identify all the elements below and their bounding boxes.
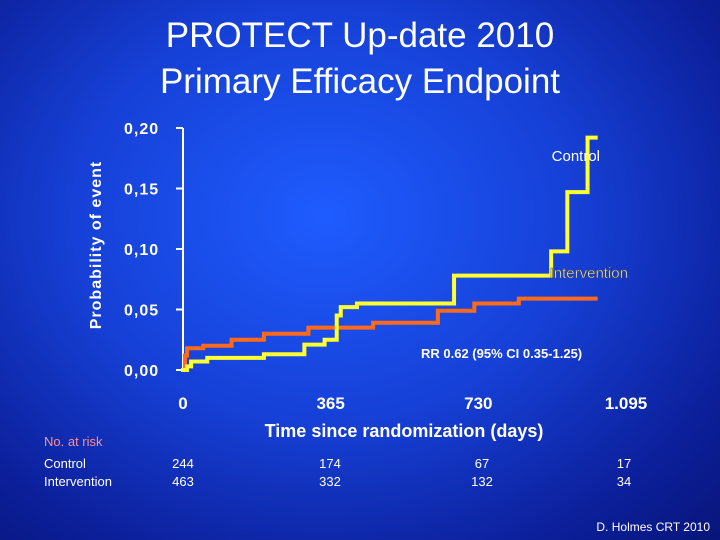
chart-labels: Control Intervention RR 0.62 (95% CI 0.35-… [421,148,628,361]
y-tick-label: 0,10 [124,242,159,259]
risk-cell-intervention-3: 34 [616,474,632,489]
risk-cell-control-1: 174 [319,456,341,471]
rr-annotation: RR 0.62 (95% CI 0.35-1.25) [421,346,582,361]
risk-cell-intervention-1: 332 [319,474,341,489]
slide-title-line1: PROTECT Up-date 2010 [165,16,555,55]
risk-cell-intervention-0: 463 [172,474,194,489]
y-tick-label: 0,15 [124,182,159,199]
series-label-control: Control [552,148,600,165]
risk-cell-control-0: 244 [172,456,194,471]
x-tick-label: 730 [464,394,492,413]
series-line-control [181,135,598,372]
x-tick-label: 365 [316,394,344,413]
risk-cell-intervention-2: 132 [471,474,493,489]
series-label-intervention: Intervention [550,265,628,282]
y-axis-title: Probability of event [88,161,105,329]
risk-table-header: No. at risk [44,434,103,449]
y-tick-label: 0,20 [124,121,159,138]
y-tick-label: 0,05 [124,303,159,320]
chart-series [181,135,598,372]
chart-axes: 0,00 0,05 0,10 0,15 0,20 Probability of event… [88,121,647,441]
slide-title-line2: Primary Efficacy Endpoint [159,62,561,101]
x-tick-label: 0 [178,394,187,413]
risk-cell-control-2: 67 [474,456,490,471]
series-line-intervention [181,296,598,372]
risk-row-label-intervention: Intervention [44,474,112,489]
x-axis-title: Time since randomization (days) [265,421,544,441]
risk-row-label-control: Control [44,456,86,471]
slide-credit: D. Holmes CRT 2010 [596,520,710,534]
risk-cell-control-3: 17 [616,456,632,471]
y-tick-label: 0,00 [124,363,159,380]
x-tick-label: 1.095 [605,394,648,413]
